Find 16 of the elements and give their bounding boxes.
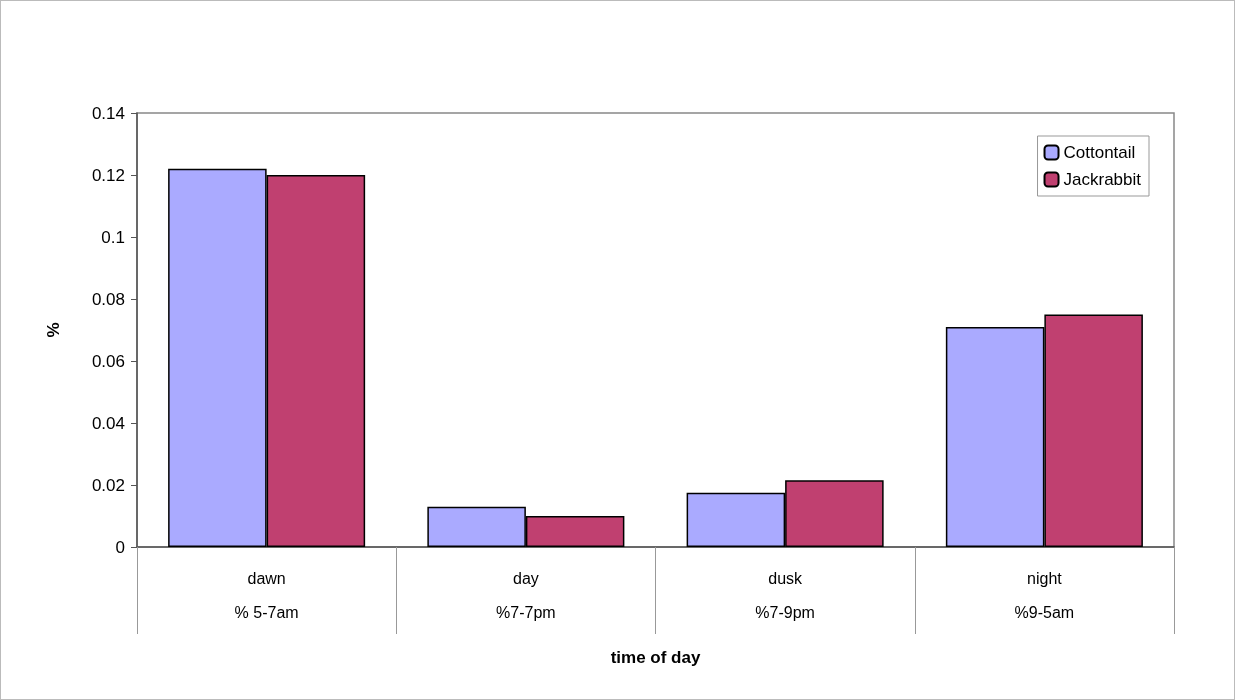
y-tick-label: 0.1 [101,227,125,247]
y-tick-label: 0 [115,537,125,557]
legend-label: Jackrabbit [1063,170,1142,189]
legend-label: Cottontail [1063,143,1136,162]
x-tick-label: night %9-5am [1014,569,1075,621]
x-axis-title: time of day [610,648,701,667]
y-tick-label: 0.02 [91,475,125,495]
y-tick-label: 0.08 [91,289,125,309]
x-tick-label: day %7-7pm [496,569,556,621]
x-tick-label: dusk %7-9pm [755,569,815,621]
y-tick-label: 0.12 [91,165,125,185]
y-tick-label: 0.14 [91,103,125,123]
y-tick-label: 0.04 [91,413,125,433]
y-tick-label: 0.06 [91,351,125,371]
y-axis-title: % [44,322,63,338]
x-tick-label: dawn % 5-7am [234,569,299,621]
